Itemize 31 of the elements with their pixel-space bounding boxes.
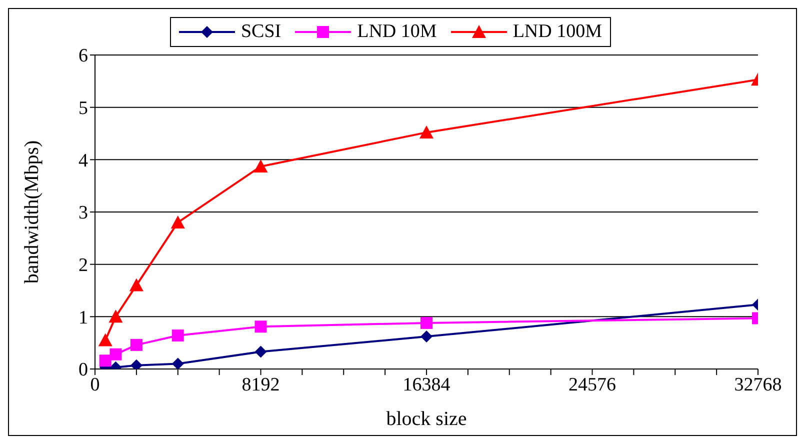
x-tick-label: 32768 [734,374,782,396]
y-tick-label: 6 [78,46,88,67]
point [254,346,267,358]
y-tick-label: 2 [78,255,88,276]
y-tick-label: 1 [78,307,88,328]
point [108,310,123,323]
x-tick-label: 24576 [568,374,616,396]
point [129,278,144,292]
point [420,330,432,343]
point [254,159,268,172]
point [420,316,432,329]
y-tick-label: 3 [78,202,88,224]
point [172,330,184,342]
point [130,338,142,351]
y-axis-title: bandwidth(Mbps) [21,140,44,284]
y-tick-label: 0 [78,360,88,381]
point [99,354,112,367]
legend-label: LND 10M [357,21,437,43]
x-tick-label: 16384 [402,374,451,396]
y-tick-label: 5 [78,98,88,120]
point [172,358,184,369]
point [98,333,112,346]
point [420,125,434,138]
point [170,215,185,228]
legend-label: LND 100M [512,21,602,43]
point [110,348,122,360]
x-tick-label: 8192 [242,374,280,396]
y-tick-label: 4 [78,150,88,172]
point [254,320,267,333]
x-axis-title: block size [386,408,467,430]
legend-label: SCSI [240,21,282,43]
